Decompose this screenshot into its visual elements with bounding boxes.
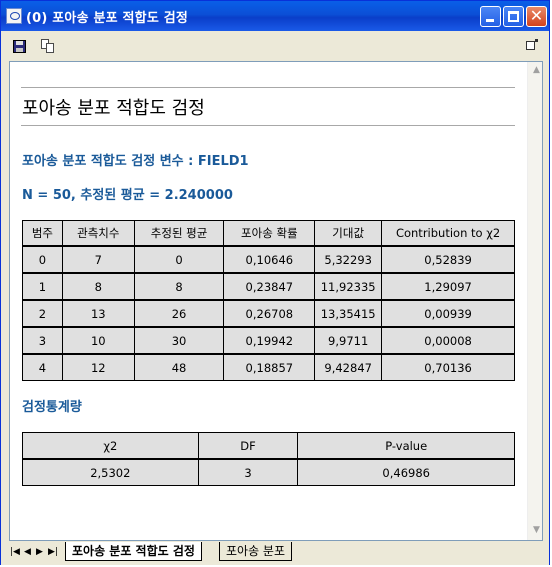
tab-goodness-of-fit[interactable]: 포아송 분포 적합도 검정 <box>65 542 202 561</box>
table-cell: 30 <box>133 326 225 355</box>
table-header-cell: 추정된 평균 <box>133 220 225 247</box>
maximize-button[interactable] <box>503 6 524 27</box>
scroll-up-icon[interactable]: ▲ <box>533 65 540 75</box>
table-cell: 8 <box>61 272 135 301</box>
table-cell: 0,23847 <box>223 272 316 301</box>
last-sheet-icon[interactable]: ▶| <box>48 547 58 557</box>
maximize-icon <box>508 11 519 22</box>
stats-heading: 검정통계량 <box>22 400 82 415</box>
minimize-icon <box>486 19 494 22</box>
table-cell: 1 <box>22 272 63 301</box>
variable-heading: 포아송 분포 적합도 검정 변수 : FIELD1 <box>22 154 249 169</box>
table-header-cell: 기대값 <box>314 220 383 247</box>
minimize-button[interactable] <box>480 6 501 27</box>
table-cell: 0 <box>22 245 63 274</box>
test-statistics-table: χ2 DF P-value 2,5302 3 0,46986 <box>22 432 515 486</box>
table-row: 4 12 48 0,18857 9,42847 0,70136 <box>22 353 515 381</box>
first-sheet-icon[interactable]: |◀ <box>10 547 20 557</box>
table-header-cell: Contribution to χ2 <box>381 220 515 247</box>
table-header-cell: 포아송 확률 <box>223 220 316 247</box>
table-row: 2 13 26 0,26708 13,35415 0,00939 <box>22 299 515 328</box>
prev-sheet-icon[interactable]: ◀ <box>24 547 31 557</box>
tab-poisson-distribution[interactable]: 포아송 분포 <box>219 542 293 561</box>
scroll-down-icon[interactable]: ▼ <box>533 525 540 535</box>
table-cell: 2 <box>22 299 63 328</box>
table-header-cell: P-value <box>297 432 515 460</box>
copy-icon[interactable] <box>41 39 55 53</box>
table-cell: 11,92335 <box>314 272 383 301</box>
table-cell: 48 <box>133 353 225 381</box>
page-title: 포아송 분포 적합도 검정 <box>22 98 205 119</box>
table-cell: 7 <box>61 245 135 274</box>
table-header-cell: χ2 <box>22 432 199 460</box>
table-cell: 0,70136 <box>381 353 515 381</box>
table-cell: 9,9711 <box>314 326 383 355</box>
close-icon: ✕ <box>529 6 544 25</box>
next-sheet-icon[interactable]: ▶ <box>36 547 43 557</box>
table-cell: 2,5302 <box>22 458 199 486</box>
table-cell: 3 <box>22 326 63 355</box>
table-cell: 26 <box>133 299 225 328</box>
table-header-cell: 범주 <box>22 220 63 247</box>
table-cell: 1,29097 <box>381 272 515 301</box>
table-cell: 10 <box>61 326 135 355</box>
table-cell: 4 <box>22 353 63 381</box>
table-row: 0 7 0 0,10646 5,32293 0,52839 <box>22 245 515 274</box>
divider <box>21 125 515 126</box>
table-row: 1 8 8 0,23847 11,92335 1,29097 <box>22 272 515 301</box>
table-cell: 13,35415 <box>314 299 383 328</box>
document-pane: 포아송 분포 적합도 검정 포아송 분포 적합도 검정 변수 : FIELD1 … <box>9 61 543 541</box>
table-cell: 5,32293 <box>314 245 383 274</box>
table-cell: 0,10646 <box>223 245 316 274</box>
summary-heading: N = 50, 추정된 평균 = 2.240000 <box>22 188 233 203</box>
table-row: 3 10 30 0,19942 9,9711 0,00008 <box>22 326 515 355</box>
pane-icon[interactable] <box>526 39 538 51</box>
table-cell: 12 <box>61 353 135 381</box>
title-bar[interactable]: (0) 포아송 분포 적합도 검정 ✕ <box>1 1 549 31</box>
sheet-tab-bar: |◀ ◀ ▶ ▶| 포아송 분포 적합도 검정 포아송 분포 <box>1 541 549 565</box>
table-header-row: 범주 관측치수 추정된 평균 포아송 확률 기대값 Contribution t… <box>22 220 515 247</box>
table-header-cell: DF <box>197 432 299 460</box>
app-icon[interactable] <box>6 8 22 24</box>
table-row: 2,5302 3 0,46986 <box>22 458 515 486</box>
table-cell: 0,00008 <box>381 326 515 355</box>
toolbar <box>1 31 549 59</box>
divider <box>21 87 515 88</box>
table-cell: 0 <box>133 245 225 274</box>
table-cell: 9,42847 <box>314 353 383 381</box>
table-header-cell: 관측치수 <box>61 220 135 247</box>
save-icon[interactable] <box>13 40 26 53</box>
table-cell: 8 <box>133 272 225 301</box>
table-cell: 13 <box>61 299 135 328</box>
table-cell: 0,46986 <box>297 458 515 486</box>
table-cell: 3 <box>197 458 299 486</box>
table-cell: 0,19942 <box>223 326 316 355</box>
frequency-table: 범주 관측치수 추정된 평균 포아송 확률 기대값 Contribution t… <box>22 220 515 381</box>
window-title: (0) 포아송 분포 적합도 검정 <box>26 11 189 26</box>
table-cell: 0,00939 <box>381 299 515 328</box>
table-header-row: χ2 DF P-value <box>22 432 515 460</box>
table-cell: 0,18857 <box>223 353 316 381</box>
table-cell: 0,52839 <box>381 245 515 274</box>
close-button[interactable]: ✕ <box>526 6 547 27</box>
table-cell: 0,26708 <box>223 299 316 328</box>
vertical-scrollbar[interactable]: ▲ ▼ <box>527 62 542 540</box>
